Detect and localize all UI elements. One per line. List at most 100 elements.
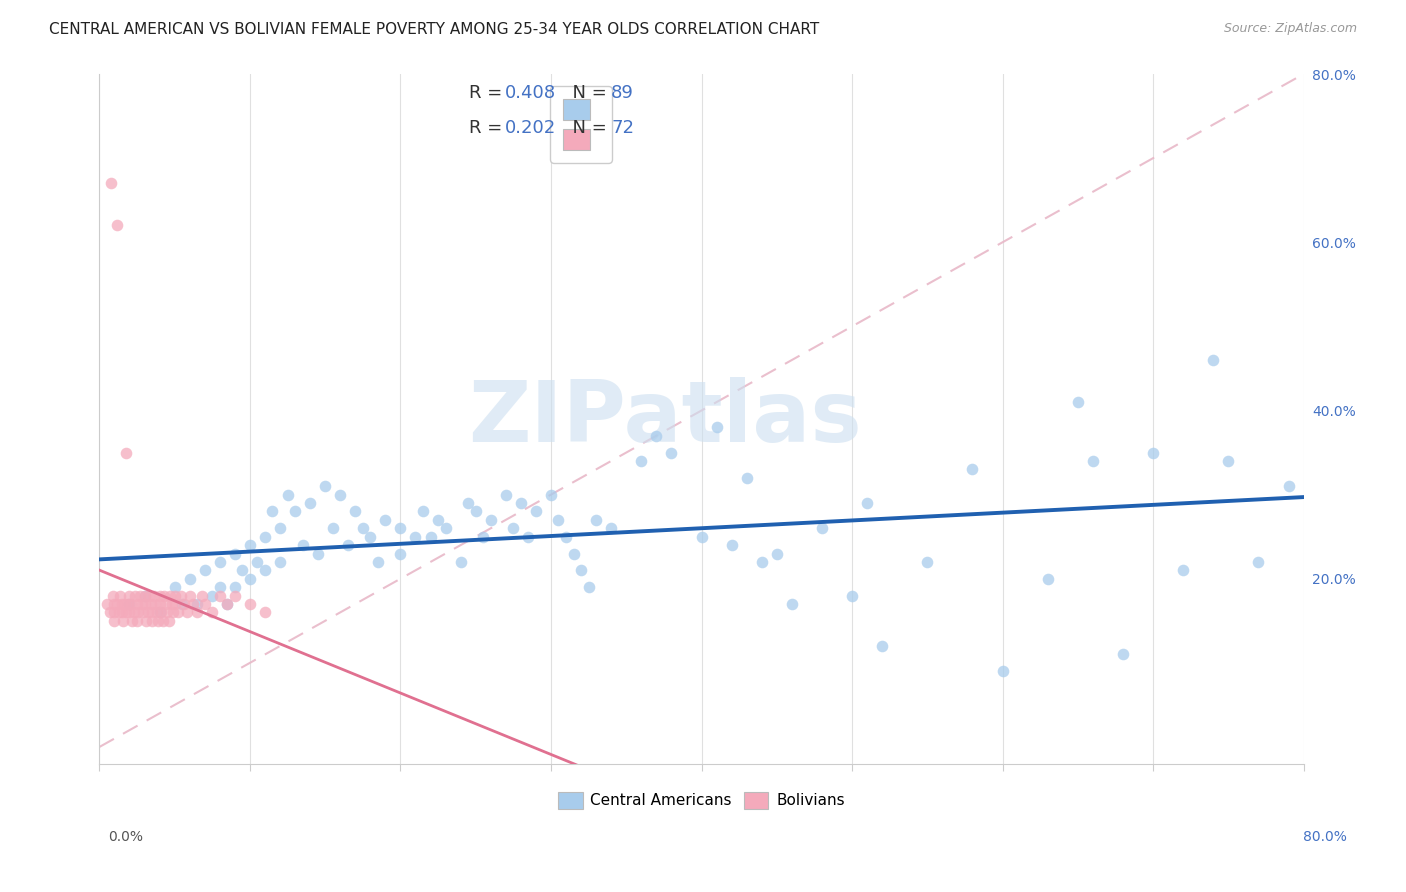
Point — [690, 530, 713, 544]
Point — [1067, 395, 1090, 409]
Point — [190, 589, 212, 603]
Point — [141, 606, 163, 620]
Point — [117, 597, 139, 611]
Point — [121, 614, 143, 628]
Point — [173, 597, 195, 611]
Point — [125, 597, 148, 611]
Point — [153, 589, 176, 603]
Point — [720, 538, 742, 552]
Point — [201, 606, 224, 620]
Point — [419, 530, 441, 544]
Point — [166, 606, 188, 620]
Point — [412, 504, 434, 518]
Point — [1173, 563, 1195, 577]
Point — [159, 589, 181, 603]
Point — [751, 555, 773, 569]
Point — [146, 614, 169, 628]
Text: 80.0%: 80.0% — [1303, 830, 1347, 844]
Point — [208, 589, 231, 603]
Text: R =: R = — [470, 119, 508, 136]
Point — [150, 606, 173, 620]
Text: 89: 89 — [612, 85, 634, 103]
Point — [103, 606, 125, 620]
Point — [112, 614, 135, 628]
Point — [132, 606, 155, 620]
Point — [645, 429, 668, 443]
Point — [450, 555, 472, 569]
Point — [96, 597, 118, 611]
Point — [201, 589, 224, 603]
Point — [991, 665, 1014, 679]
Text: N =: N = — [561, 119, 612, 136]
Point — [329, 488, 352, 502]
Point — [562, 547, 585, 561]
Point — [389, 521, 412, 535]
Point — [217, 597, 239, 611]
Point — [115, 606, 138, 620]
Point — [145, 606, 167, 620]
Point — [114, 597, 136, 611]
Point — [141, 614, 163, 628]
Point — [307, 547, 329, 561]
Point — [735, 471, 758, 485]
Point — [495, 488, 517, 502]
Point — [540, 488, 562, 502]
Point — [110, 589, 132, 603]
Point — [194, 563, 217, 577]
Point — [1218, 454, 1240, 468]
Point — [224, 547, 246, 561]
Point — [108, 606, 131, 620]
Point — [464, 504, 486, 518]
Point — [239, 597, 262, 611]
Point — [344, 504, 367, 518]
Point — [103, 614, 125, 628]
Point — [405, 530, 427, 544]
Point — [120, 597, 142, 611]
Point — [427, 513, 450, 527]
Point — [194, 597, 217, 611]
Point — [125, 614, 148, 628]
Point — [555, 530, 578, 544]
Point — [630, 454, 652, 468]
Point — [122, 606, 145, 620]
Point — [578, 580, 600, 594]
Point — [1247, 555, 1270, 569]
Point — [299, 496, 322, 510]
Point — [502, 521, 524, 535]
Text: 0.0%: 0.0% — [108, 830, 143, 844]
Point — [118, 606, 141, 620]
Point — [217, 597, 239, 611]
Point — [1112, 648, 1135, 662]
Point — [179, 572, 201, 586]
Point — [524, 504, 547, 518]
Point — [98, 606, 121, 620]
Point — [118, 589, 141, 603]
Point — [160, 597, 183, 611]
Point — [148, 589, 170, 603]
Point — [246, 555, 269, 569]
Point — [479, 513, 502, 527]
Text: 0.408: 0.408 — [505, 85, 557, 103]
Point — [181, 597, 204, 611]
Point — [765, 547, 787, 561]
Point — [129, 589, 152, 603]
Point — [155, 597, 177, 611]
Point — [162, 606, 184, 620]
Point — [134, 589, 156, 603]
Point — [262, 504, 284, 518]
Point — [547, 513, 569, 527]
Point — [148, 606, 170, 620]
Point — [224, 580, 246, 594]
Point — [352, 521, 374, 535]
Point — [359, 530, 381, 544]
Point — [239, 572, 262, 586]
Point — [186, 597, 208, 611]
Point — [169, 589, 191, 603]
Point — [186, 606, 208, 620]
Point — [239, 538, 262, 552]
Point — [148, 597, 170, 611]
Text: CENTRAL AMERICAN VS BOLIVIAN FEMALE POVERTY AMONG 25-34 YEAR OLDS CORRELATION CH: CENTRAL AMERICAN VS BOLIVIAN FEMALE POVE… — [49, 22, 820, 37]
Point — [472, 530, 495, 544]
Point — [661, 445, 683, 459]
Point — [136, 606, 159, 620]
